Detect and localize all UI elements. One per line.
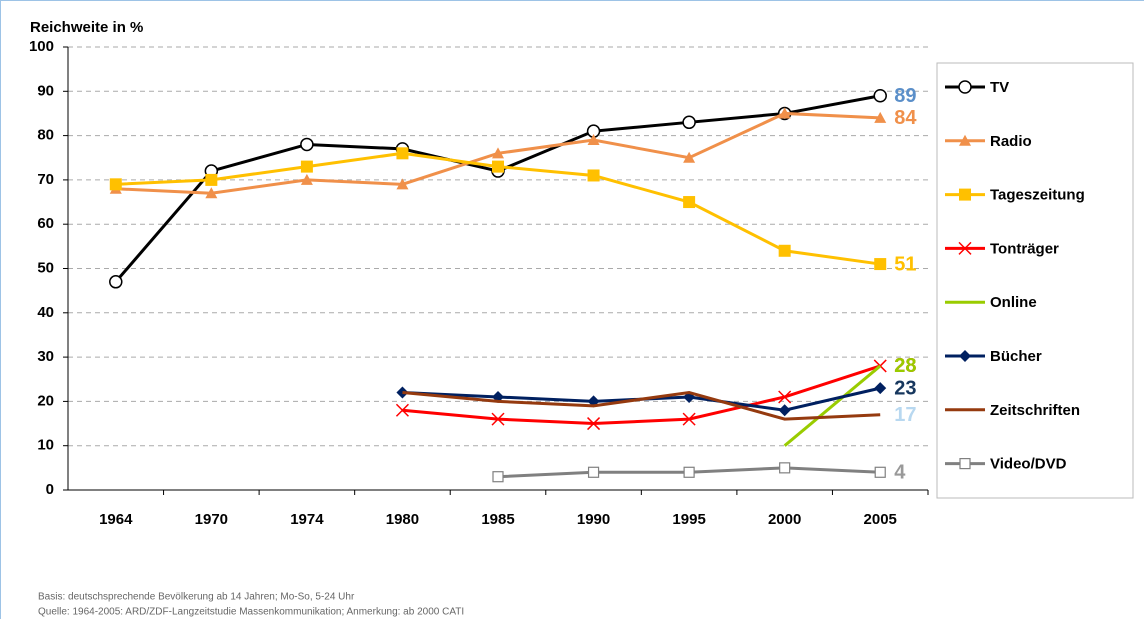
marker: [587, 169, 600, 182]
marker: [109, 178, 122, 191]
y-tick-label: 10: [37, 437, 54, 454]
legend-label: Online: [990, 294, 1037, 311]
marker: [778, 390, 792, 404]
y-tick-label: 20: [37, 392, 54, 409]
marker: [300, 160, 313, 173]
note: Basis: deutschsprechende Bevölkerung ab …: [38, 592, 355, 603]
legend-marker: [959, 350, 971, 362]
y-tick-label: 80: [37, 127, 54, 144]
legend-label: Zeitschriften: [990, 402, 1080, 419]
x-tick-label: 1985: [481, 511, 514, 528]
x-tick-label: 1970: [195, 511, 228, 528]
marker: [874, 258, 887, 271]
data-label: 23: [894, 377, 916, 399]
y-tick-label: 90: [37, 82, 54, 99]
y-tick-label: 30: [37, 348, 54, 365]
series-line: [783, 364, 882, 447]
x-tick-label: 2005: [864, 511, 897, 528]
y-tick-label: 40: [37, 304, 54, 321]
marker: [587, 417, 601, 431]
marker: [683, 466, 695, 478]
y-tick-label: 50: [37, 259, 54, 276]
marker: [682, 412, 696, 426]
y-tick-label: 100: [29, 38, 54, 55]
legend-label: Video/DVD: [990, 456, 1067, 473]
legend-label: Tageszeitung: [990, 187, 1085, 204]
legend-label: Bücher: [990, 348, 1042, 365]
legend-label: Radio: [990, 133, 1032, 150]
legend-marker: [959, 188, 971, 201]
data-label: 17: [894, 404, 916, 426]
marker: [779, 462, 791, 474]
legend-label: TV: [990, 79, 1009, 96]
x-tick-label: 1974: [290, 511, 324, 528]
marker: [396, 178, 409, 190]
x-tick-label: 1980: [386, 511, 419, 528]
marker: [683, 196, 696, 209]
marker: [682, 115, 696, 130]
marker: [778, 244, 791, 257]
data-label: 51: [894, 253, 916, 275]
x-tick-label: 1995: [672, 511, 705, 528]
series-line: [402, 364, 881, 426]
marker: [492, 160, 504, 173]
legend-label: Tonträger: [990, 240, 1059, 257]
marker: [874, 111, 887, 123]
marker: [492, 147, 504, 159]
marker: [395, 403, 409, 417]
marker: [396, 147, 409, 160]
marker: [587, 134, 600, 146]
y-tick-label: 0: [46, 481, 54, 498]
marker: [491, 412, 505, 426]
marker: [587, 466, 600, 478]
marker: [205, 173, 218, 186]
legend-marker: [959, 458, 971, 470]
data-label: 4: [894, 462, 906, 484]
marker: [492, 471, 504, 483]
marker: [300, 173, 313, 185]
series-line: [402, 391, 881, 421]
marker: [874, 382, 887, 395]
x-tick-label: 2000: [768, 511, 801, 528]
marker: [109, 275, 123, 289]
legend-box: [936, 62, 1134, 499]
x-tick-label: 1990: [577, 511, 610, 528]
marker: [683, 151, 696, 163]
x-tick-label: 1964: [99, 511, 133, 528]
marker: [874, 466, 886, 478]
data-label: 84: [894, 107, 917, 129]
data-label: 28: [894, 355, 916, 377]
legend-marker: [958, 241, 972, 255]
legend-marker: [958, 80, 972, 94]
y-tick-label: 60: [37, 215, 54, 232]
marker: [873, 88, 887, 103]
marker: [778, 107, 791, 119]
data-label: 28: [894, 355, 916, 377]
note: Quelle: 1964-2005: ARD/ZDF-Langzeitstudi…: [38, 607, 464, 618]
y-tick-label: 70: [37, 171, 54, 188]
legend-marker: [959, 134, 971, 146]
data-label: 89: [894, 85, 916, 107]
marker: [778, 404, 791, 417]
marker: [205, 187, 218, 199]
marker: [300, 137, 314, 152]
chart-title: Reichweite in %: [30, 19, 143, 36]
